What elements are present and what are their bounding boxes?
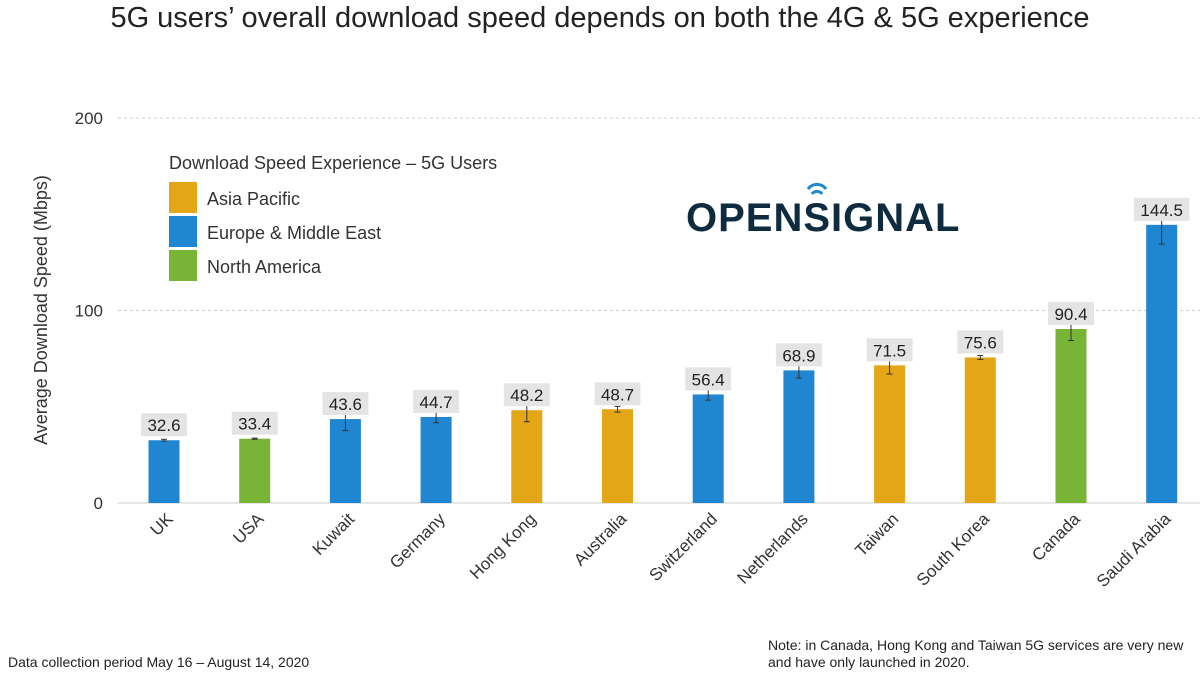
data-label-bg — [957, 330, 1004, 354]
legend-swatch — [169, 250, 197, 281]
bar-canada — [1055, 328, 1087, 503]
bar-germany — [420, 416, 452, 503]
data-label: 48.7 — [601, 385, 634, 404]
bar-usa — [239, 438, 271, 503]
data-label-bg — [685, 367, 732, 391]
data-period-note: Data collection period May 16 – August 1… — [8, 654, 310, 670]
x-tick-label: Hong Kong — [466, 509, 540, 583]
legend-label: Europe & Middle East — [207, 223, 381, 243]
data-label-bg — [141, 413, 187, 437]
legend-swatch — [169, 216, 197, 247]
legend-swatch — [169, 182, 197, 213]
y-tick-label: 100 — [75, 302, 103, 321]
data-label: 43.6 — [329, 395, 362, 414]
data-label-bg — [1048, 301, 1094, 325]
data-label: 32.6 — [147, 416, 180, 435]
bar-switzerland — [692, 394, 724, 503]
bar-netherlands — [783, 370, 815, 503]
x-tick-label: Australia — [570, 509, 631, 570]
data-label-bg — [1133, 197, 1190, 221]
x-tick-label: Netherlands — [733, 509, 811, 587]
x-tick-label: Germany — [386, 509, 449, 572]
y-tick-label: 0 — [94, 494, 103, 513]
bar-saudi-arabia — [1146, 224, 1178, 503]
legend-title: Download Speed Experience – 5G Users — [169, 153, 497, 173]
data-label: 144.5 — [1140, 201, 1183, 220]
data-label-bg — [231, 411, 278, 435]
x-tick-label: Saudi Arabia — [1093, 509, 1175, 591]
footnote: Note: in Canada, Hong Kong and Taiwan 5G… — [768, 637, 1184, 670]
data-label-bg — [594, 382, 641, 406]
data-label-bg — [503, 383, 550, 407]
x-tick-label: South Korea — [913, 509, 994, 590]
data-label: 90.4 — [1054, 305, 1087, 324]
y-axis-label: Average Download Speed (Mbps) — [31, 175, 51, 445]
chart-title: 5G users’ overall download speed depends… — [110, 2, 1090, 34]
data-label: 71.5 — [873, 341, 906, 360]
x-tick-label: Canada — [1028, 509, 1084, 565]
data-label: 48.2 — [510, 386, 543, 405]
x-tick-label: Taiwan — [852, 509, 903, 560]
legend-label: Asia Pacific — [207, 189, 300, 209]
data-label: 75.6 — [964, 333, 997, 352]
signal-icon-inner — [810, 189, 824, 196]
data-label: 68.9 — [782, 346, 815, 365]
bar-taiwan — [874, 365, 906, 503]
legend-label: North America — [207, 257, 322, 277]
data-label: 44.7 — [420, 393, 453, 412]
x-tick-label: USA — [229, 509, 268, 548]
x-tick-label: Switzerland — [645, 509, 721, 585]
bar-australia — [602, 409, 633, 503]
x-tick-label: UK — [147, 509, 178, 540]
bar-kuwait — [329, 419, 361, 503]
data-label: 56.4 — [692, 370, 725, 389]
data-label-bg — [322, 392, 369, 416]
data-label-bg — [775, 343, 822, 367]
bar-hong-kong — [511, 410, 543, 503]
data-label-bg — [866, 338, 913, 362]
bar-south-korea — [964, 357, 996, 503]
data-label: 33.4 — [238, 415, 271, 434]
y-tick-label: 200 — [75, 109, 103, 128]
data-label-bg — [413, 389, 460, 413]
x-tick-label: Kuwait — [309, 509, 359, 559]
opensignal-logo: OPENSIGNAL — [686, 196, 960, 240]
bar-uk — [148, 440, 180, 503]
signal-icon — [806, 182, 828, 190]
